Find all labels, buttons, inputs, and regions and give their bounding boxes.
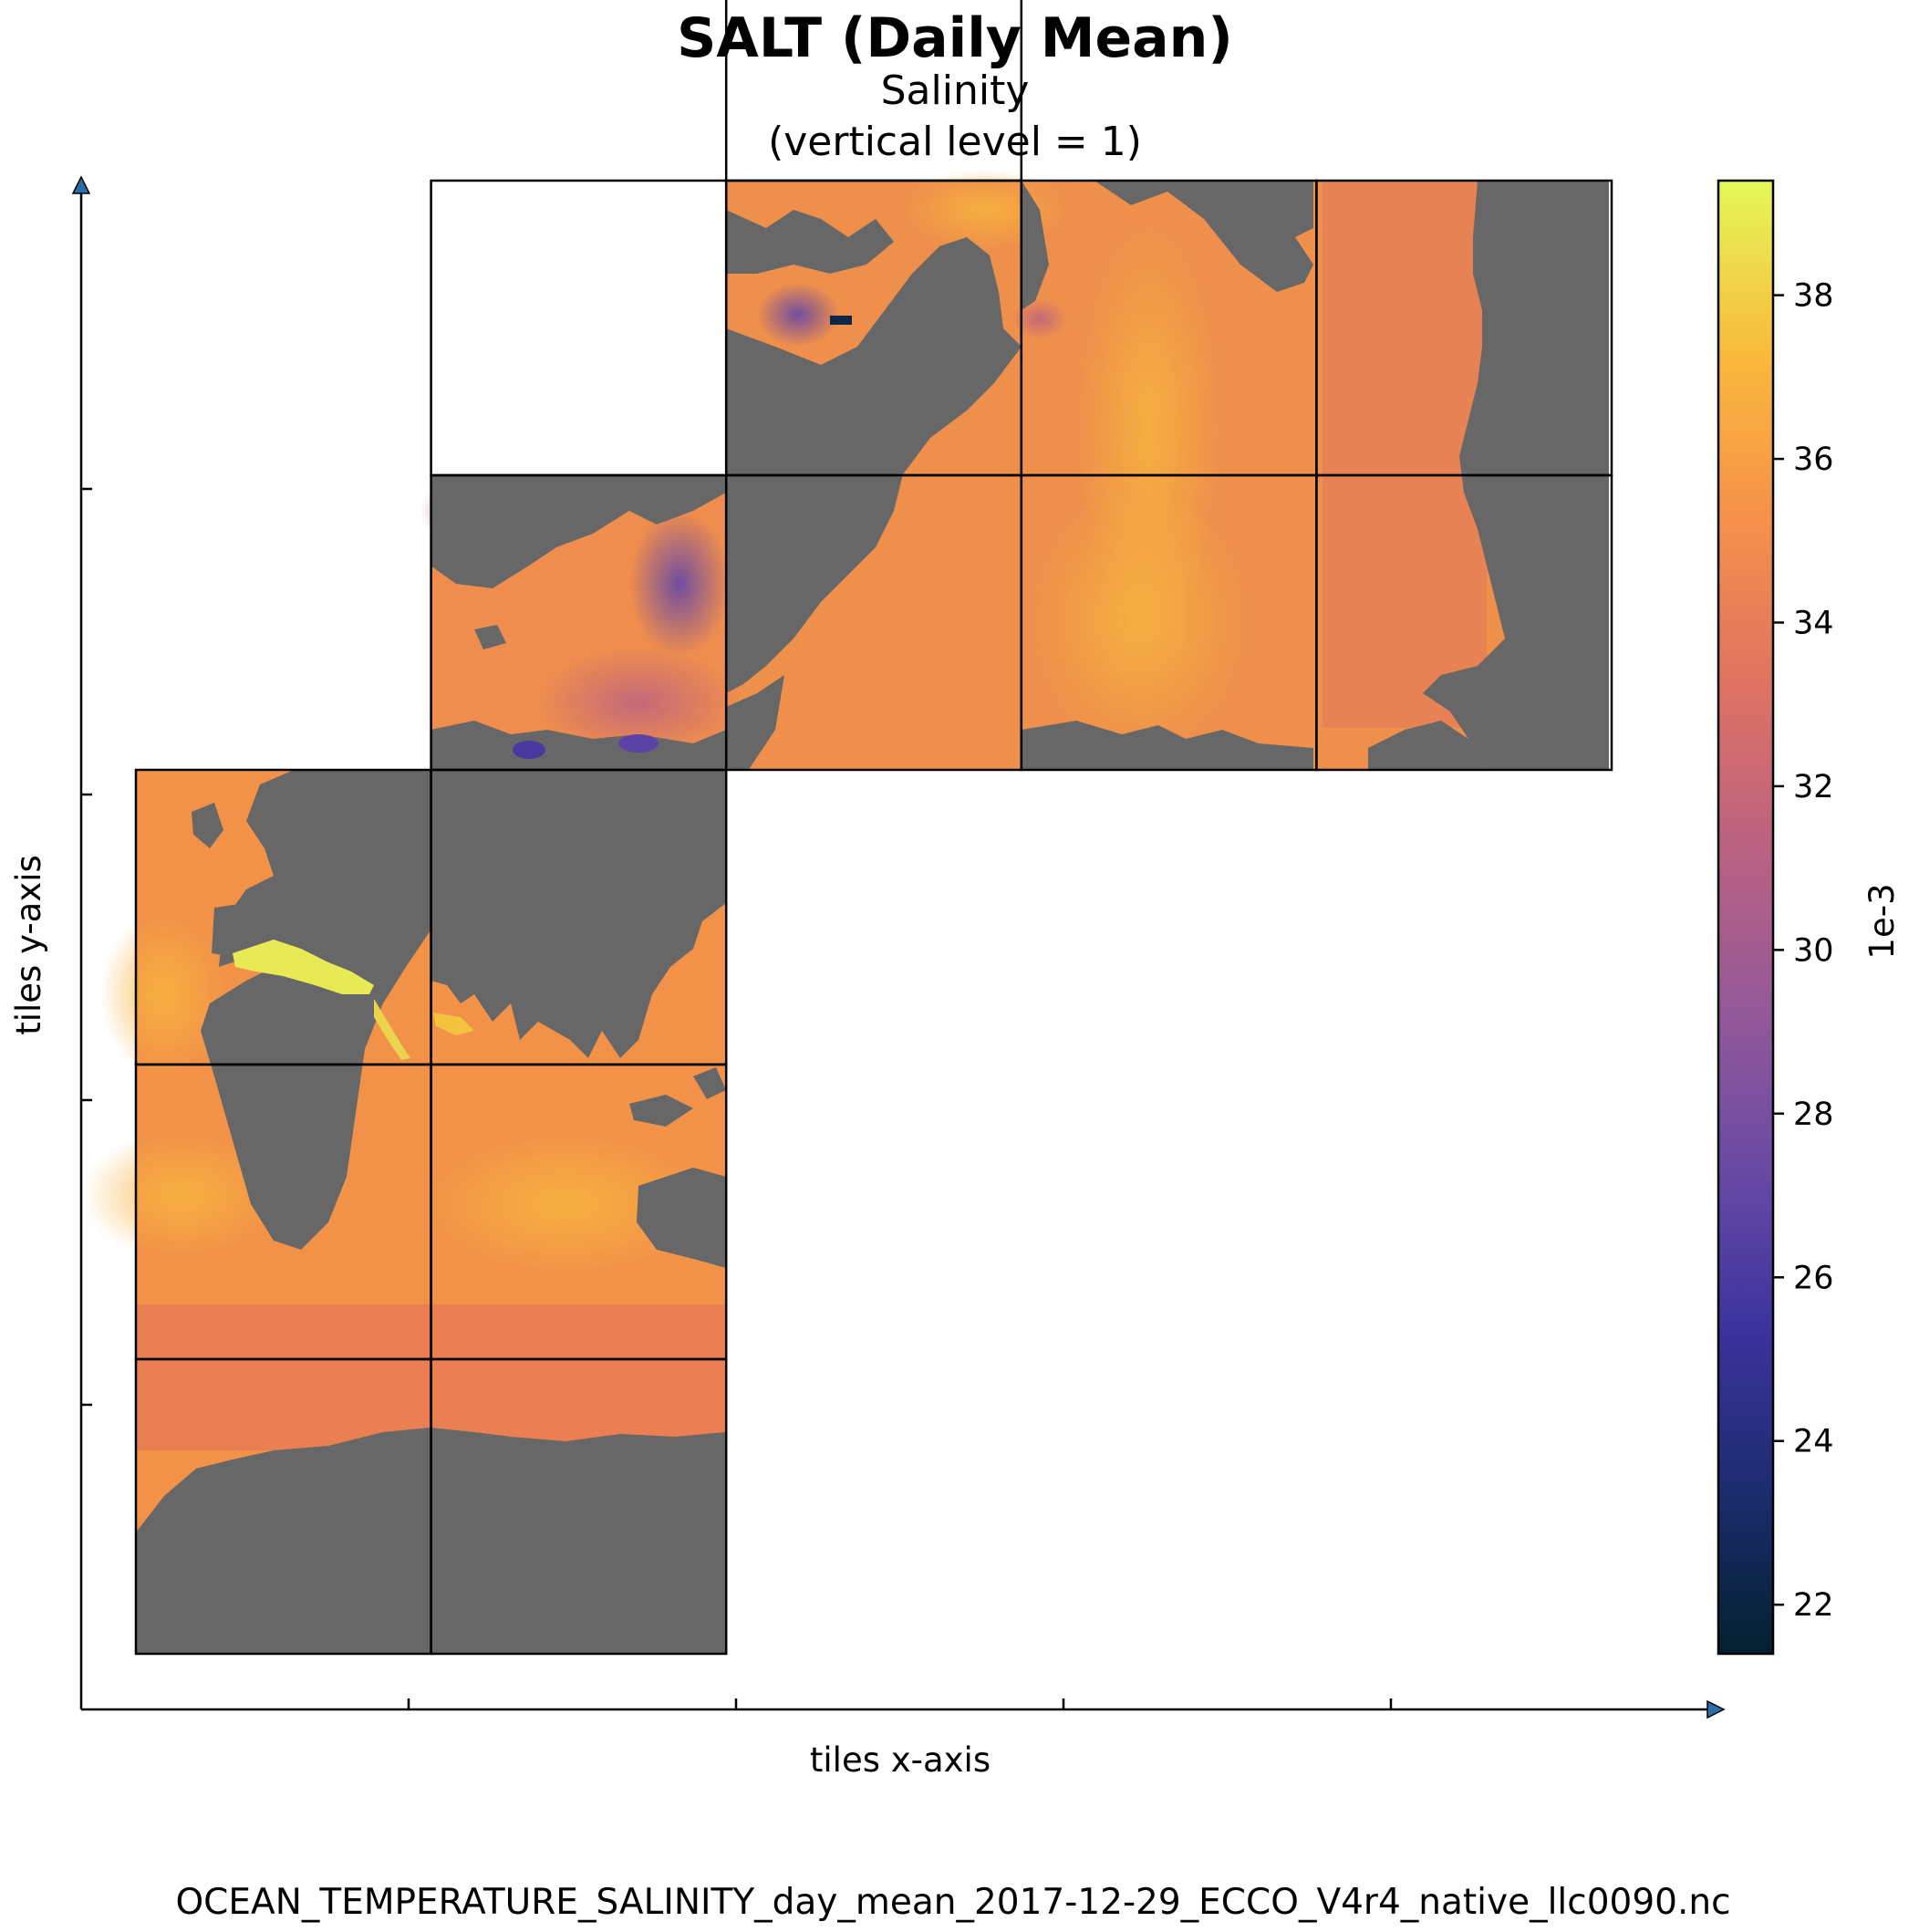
salinity-high-atlantic-north xyxy=(100,912,228,1076)
axes xyxy=(79,181,1719,1711)
colorbar-tick-label: 32 xyxy=(1793,769,1834,805)
colorbar-tick-label: 36 xyxy=(1793,441,1834,478)
salinity-fresh-coastal xyxy=(1012,299,1067,339)
colorbar-gradient xyxy=(1717,179,1775,1656)
chart-title: SALT (Daily Mean) xyxy=(677,6,1233,70)
x-axis-arrowhead xyxy=(1706,1699,1726,1719)
salinity-fresh-arctic xyxy=(629,511,730,657)
salinity-min-spot xyxy=(830,316,852,325)
colorbar-tick-label: 28 xyxy=(1793,1096,1834,1133)
footer-filename: OCEAN_TEMPERATURE_SALINITY_day_mean_2017… xyxy=(175,1882,1730,1923)
land-north-america-top xyxy=(726,210,894,274)
x-axis-label: tiles x-axis xyxy=(810,1740,991,1780)
land-arctic-north xyxy=(430,475,726,588)
land-asia xyxy=(430,771,726,1058)
tile-borders xyxy=(134,0,1613,1656)
colorbar-ticks: 22 24 26 28 30 32 34 36 38 xyxy=(1773,278,1834,1624)
salinity-fresh-bay xyxy=(757,283,839,347)
salinity-high-indian xyxy=(420,1131,711,1277)
land-north-america xyxy=(726,237,1022,693)
colorbar-tick-label: 26 xyxy=(1793,1260,1834,1296)
colorbar: 22 24 26 28 30 32 34 36 38 1e-3 xyxy=(1717,179,1902,1656)
salinity-pink-east-edge xyxy=(1323,181,1487,728)
salinity-high-mediterranean xyxy=(233,940,374,994)
land-arctic-island xyxy=(474,625,506,649)
colorbar-tick-label: 38 xyxy=(1793,278,1834,315)
colorbar-tick-label: 34 xyxy=(1793,606,1834,642)
land-arctic-lower xyxy=(430,721,726,771)
chart-subtitle-line1: Salinity xyxy=(881,68,1030,114)
salinity-high-atlantic-south xyxy=(82,1131,283,1259)
land-eurasia-africa xyxy=(201,771,430,1250)
colorbar-label: 1e-3 xyxy=(1862,883,1902,959)
land-indonesia xyxy=(629,1067,726,1127)
land-europe-islands xyxy=(192,803,223,848)
colorbar-tick-label: 24 xyxy=(1793,1424,1834,1460)
land-iberia xyxy=(212,903,260,958)
colorbar-tick-label: 30 xyxy=(1793,932,1834,969)
salinity-high-band-south xyxy=(1031,483,1250,757)
land-north-america-lower xyxy=(726,675,784,771)
tile-border xyxy=(430,179,728,477)
salinity-low-spot-b xyxy=(618,734,659,753)
salinity-low-spot-a xyxy=(513,741,545,759)
colorbar-tick-label: 22 xyxy=(1793,1587,1834,1624)
tile-border xyxy=(1315,179,1613,477)
chart-subtitle-line2: (vertical level = 1) xyxy=(768,119,1142,165)
salinity-fresh-lowcentre xyxy=(538,648,739,757)
tile-border xyxy=(724,0,1023,182)
land-greenland-north xyxy=(1022,181,1313,310)
salinity-high-persian-gulf xyxy=(433,1013,474,1035)
tile-map xyxy=(82,0,1613,1656)
salinity-high-red-sea xyxy=(374,999,410,1060)
land-top-middle-south xyxy=(1022,721,1313,771)
y-axis-arrowhead xyxy=(71,175,91,194)
land-australia xyxy=(637,1168,726,1268)
land-top-right-south xyxy=(1368,721,1487,771)
y-axis-label: tiles y-axis xyxy=(9,855,48,1035)
